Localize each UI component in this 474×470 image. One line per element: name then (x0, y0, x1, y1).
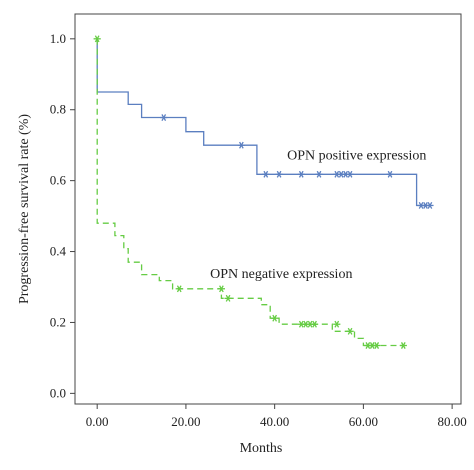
x-tick-label: 40.00 (260, 414, 289, 429)
opn-negative-censor-marker (93, 35, 101, 43)
opn-negative-censor-marker (333, 320, 341, 328)
opn-negative-censor-marker (373, 342, 381, 349)
opn-negative-censor-marker (224, 294, 232, 302)
y-tick-label: 0.8 (50, 102, 66, 117)
opn-positive-censor-marker (346, 170, 354, 178)
y-axis: 0.0 0.2 0.4 0.6 0.8 1.0 (50, 31, 75, 400)
opn-positive-censor-marker (262, 170, 270, 178)
x-tick-label: 80.00 (438, 414, 467, 429)
opn-negative-censor-marker (271, 314, 279, 322)
x-tick-label: 60.00 (349, 414, 378, 429)
opn-positive-censor-marker (160, 114, 168, 121)
opn-negative-censor-marker (175, 285, 183, 293)
plot-frame (74, 13, 462, 405)
y-tick-label: 0.2 (50, 314, 66, 329)
opn-negative-label: OPN negative expression (210, 267, 352, 282)
opn-positive-censor-marker (275, 170, 283, 178)
x-axis: 0.00 20.00 40.00 60.00 80.00 (86, 404, 467, 429)
opn-negative-censor-marker (346, 327, 354, 335)
series-layer (93, 35, 434, 349)
x-tick-label: 20.00 (171, 414, 200, 429)
opn-positive-censor-marker (237, 141, 245, 149)
opn-negative-series-line (96, 38, 404, 347)
opn-positive-label: OPN positive expression (287, 148, 426, 163)
opn-positive-censor-marker (426, 202, 434, 209)
y-tick-label: 0.0 (50, 385, 66, 400)
x-axis-title: Months (240, 441, 283, 456)
opn-positive-series-line (96, 38, 430, 207)
opn-positive-censor-marker (386, 170, 394, 178)
opn-negative-censor-marker (399, 342, 407, 349)
opn-positive-censor-marker (315, 170, 323, 178)
y-axis-title: Progression-free survival rate (%) (17, 114, 32, 304)
x-tick-label: 0.00 (86, 414, 109, 429)
opn-negative-censor-marker (217, 285, 226, 293)
annotation-layer: OPN positive expression OPN negative expr… (210, 148, 426, 282)
opn-positive-censor-marker (297, 170, 305, 178)
y-tick-label: 0.6 (50, 173, 67, 188)
y-tick-label: 0.4 (50, 244, 67, 259)
opn-negative-censor-marker (310, 320, 319, 328)
y-tick-label: 1.0 (50, 31, 66, 46)
